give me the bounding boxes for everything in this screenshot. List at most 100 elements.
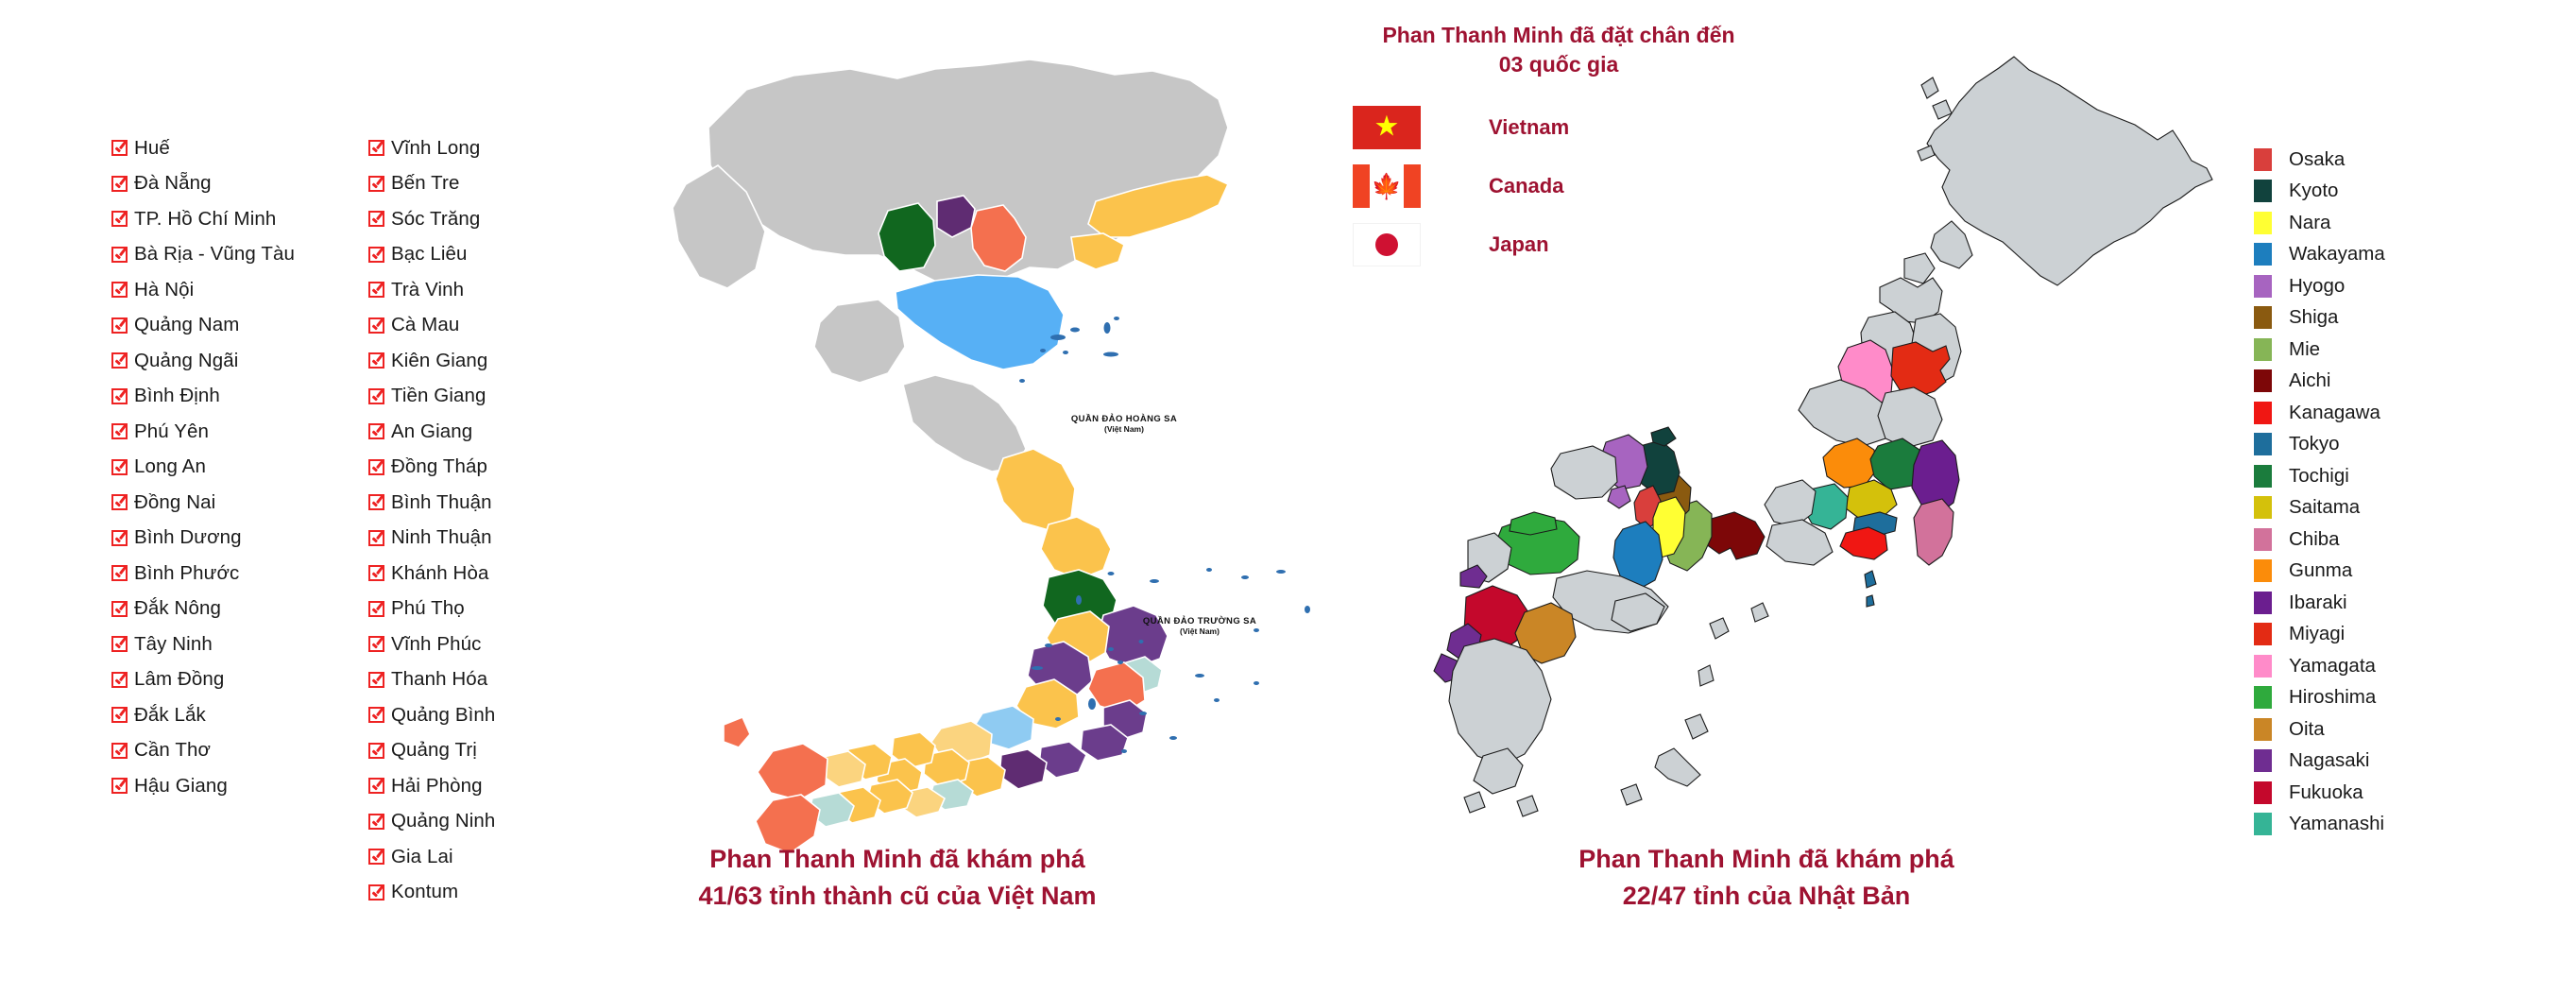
province-checklist-item[interactable]: Đắk Nông — [111, 592, 295, 627]
province-checklist-item[interactable]: Long An — [111, 450, 295, 486]
province-checklist-item[interactable]: An Giang — [367, 414, 495, 450]
legend-item[interactable]: Aichi — [2254, 366, 2385, 398]
province-checklist-item[interactable]: Gia Lai — [367, 839, 495, 875]
checkbox-checked-icon[interactable] — [111, 175, 128, 192]
legend-item[interactable]: Yamagata — [2254, 650, 2385, 682]
province-checklist-item[interactable]: TP. Hồ Chí Minh — [111, 201, 295, 237]
province-checklist-item[interactable]: Ninh Thuận — [367, 521, 495, 557]
checkbox-checked-icon[interactable] — [367, 282, 384, 299]
country-row-vietnam[interactable]: ★ Vietnam — [1313, 98, 1804, 157]
checkbox-checked-icon[interactable] — [111, 387, 128, 404]
legend-item[interactable]: Nara — [2254, 207, 2385, 239]
province-checklist-item[interactable]: Đà Nẵng — [111, 166, 295, 202]
province-checklist-item[interactable]: Lâm Đồng — [111, 662, 295, 698]
legend-item[interactable]: Yamanashi — [2254, 809, 2385, 841]
province-checklist-item[interactable]: Cà Mau — [367, 308, 495, 344]
legend-item[interactable]: Osaka — [2254, 144, 2385, 176]
province-checklist-item[interactable]: Kiên Giang — [367, 343, 495, 379]
province-checklist-item[interactable]: Phú Thọ — [367, 592, 495, 627]
province-checklist-item[interactable]: Tiền Giang — [367, 379, 495, 415]
checkbox-checked-icon[interactable] — [111, 458, 128, 475]
checkbox-checked-icon[interactable] — [367, 352, 384, 369]
checkbox-checked-icon[interactable] — [367, 600, 384, 617]
checkbox-checked-icon[interactable] — [111, 494, 128, 511]
legend-item[interactable]: Fukuoka — [2254, 777, 2385, 809]
legend-item[interactable]: Kyoto — [2254, 176, 2385, 208]
legend-item[interactable]: Nagasaki — [2254, 746, 2385, 778]
checkbox-checked-icon[interactable] — [111, 140, 128, 157]
province-checklist-item[interactable]: Tây Ninh — [111, 626, 295, 662]
vietnam-map[interactable] — [652, 52, 1332, 854]
legend-item[interactable]: Kanagawa — [2254, 397, 2385, 429]
legend-item[interactable]: Wakayama — [2254, 239, 2385, 271]
province-checklist-item[interactable]: Khánh Hòa — [367, 556, 495, 592]
province-checklist-item[interactable]: Quảng Ngãi — [111, 343, 295, 379]
province-checklist-item[interactable]: Kontum — [367, 875, 495, 911]
checkbox-checked-icon[interactable] — [367, 211, 384, 228]
checkbox-checked-icon[interactable] — [367, 317, 384, 334]
checkbox-checked-icon[interactable] — [367, 849, 384, 866]
country-row-canada[interactable]: 🍁 Canada — [1313, 157, 1804, 215]
checkbox-checked-icon[interactable] — [111, 317, 128, 334]
province-checklist-item[interactable]: Quảng Nam — [111, 308, 295, 344]
checkbox-checked-icon[interactable] — [367, 778, 384, 795]
province-checklist-item[interactable]: Đắk Lắk — [111, 697, 295, 733]
checkbox-checked-icon[interactable] — [111, 707, 128, 724]
legend-item[interactable]: Miyagi — [2254, 619, 2385, 651]
legend-item[interactable]: Chiba — [2254, 523, 2385, 556]
province-checklist-item[interactable]: Bến Tre — [367, 166, 495, 202]
checkbox-checked-icon[interactable] — [111, 246, 128, 263]
checkbox-checked-icon[interactable] — [111, 600, 128, 617]
province-checklist-item[interactable]: Phú Yên — [111, 414, 295, 450]
province-checklist-item[interactable]: Thanh Hóa — [367, 662, 495, 698]
legend-item[interactable]: Tokyo — [2254, 429, 2385, 461]
legend-item[interactable]: Hyogo — [2254, 270, 2385, 302]
checkbox-checked-icon[interactable] — [111, 671, 128, 688]
legend-item[interactable]: Tochigi — [2254, 460, 2385, 492]
checkbox-checked-icon[interactable] — [367, 707, 384, 724]
checkbox-checked-icon[interactable] — [367, 565, 384, 582]
checkbox-checked-icon[interactable] — [111, 211, 128, 228]
province-checklist-item[interactable]: Bình Dương — [111, 521, 295, 557]
checkbox-checked-icon[interactable] — [367, 883, 384, 901]
province-checklist-item[interactable]: Đồng Nai — [111, 485, 295, 521]
checkbox-checked-icon[interactable] — [111, 423, 128, 440]
province-checklist-item[interactable]: Vĩnh Long — [367, 130, 495, 166]
checkbox-checked-icon[interactable] — [367, 175, 384, 192]
checkbox-checked-icon[interactable] — [367, 494, 384, 511]
province-checklist-item[interactable]: Quảng Bình — [367, 697, 495, 733]
province-checklist-item[interactable]: Vĩnh Phúc — [367, 626, 495, 662]
province-checklist-item[interactable]: Cần Thơ — [111, 733, 295, 769]
province-checklist-item[interactable]: Bạc Liêu — [367, 237, 495, 273]
checkbox-checked-icon[interactable] — [367, 529, 384, 546]
province-checklist-item[interactable]: Bà Rịa - Vũng Tàu — [111, 237, 295, 273]
checkbox-checked-icon[interactable] — [367, 742, 384, 759]
legend-item[interactable]: Mie — [2254, 334, 2385, 366]
checkbox-checked-icon[interactable] — [367, 813, 384, 830]
checkbox-checked-icon[interactable] — [111, 778, 128, 795]
province-checklist-item[interactable]: Sóc Trăng — [367, 201, 495, 237]
country-row-japan[interactable]: Japan — [1313, 215, 1804, 274]
province-checklist-item[interactable]: Huế — [111, 130, 295, 166]
checkbox-checked-icon[interactable] — [111, 565, 128, 582]
province-checklist-item[interactable]: Hậu Giang — [111, 768, 295, 804]
checkbox-checked-icon[interactable] — [367, 636, 384, 653]
legend-item[interactable]: Gunma — [2254, 556, 2385, 588]
checkbox-checked-icon[interactable] — [111, 282, 128, 299]
legend-item[interactable]: Oita — [2254, 713, 2385, 746]
checkbox-checked-icon[interactable] — [367, 458, 384, 475]
checkbox-checked-icon[interactable] — [367, 246, 384, 263]
legend-item[interactable]: Ibaraki — [2254, 587, 2385, 619]
province-checklist-item[interactable]: Đồng Tháp — [367, 450, 495, 486]
legend-item[interactable]: Hiroshima — [2254, 682, 2385, 714]
checkbox-checked-icon[interactable] — [367, 671, 384, 688]
province-checklist-item[interactable]: Hải Phòng — [367, 768, 495, 804]
checkbox-checked-icon[interactable] — [111, 636, 128, 653]
province-checklist-item[interactable]: Quảng Ninh — [367, 804, 495, 840]
checkbox-checked-icon[interactable] — [367, 140, 384, 157]
checkbox-checked-icon[interactable] — [111, 529, 128, 546]
province-checklist-item[interactable]: Bình Phước — [111, 556, 295, 592]
checkbox-checked-icon[interactable] — [111, 352, 128, 369]
legend-item[interactable]: Shiga — [2254, 302, 2385, 335]
checkbox-checked-icon[interactable] — [367, 423, 384, 440]
